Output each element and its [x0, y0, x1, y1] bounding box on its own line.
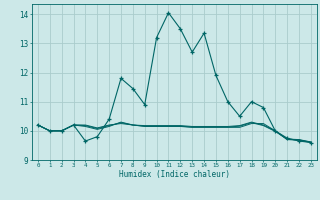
- X-axis label: Humidex (Indice chaleur): Humidex (Indice chaleur): [119, 170, 230, 179]
